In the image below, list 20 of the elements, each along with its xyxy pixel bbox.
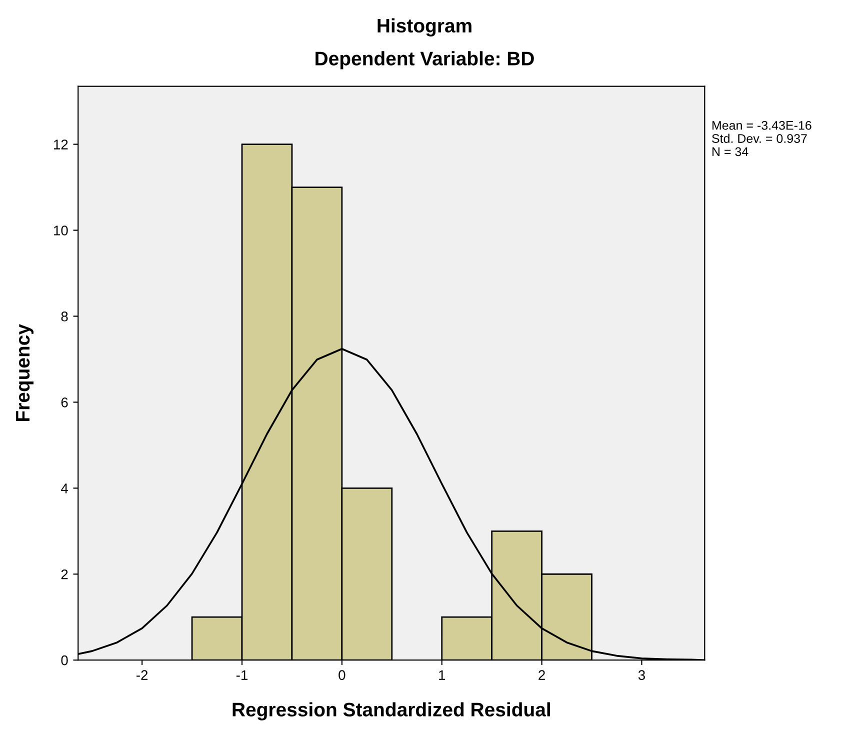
y-tick-label: 0 — [61, 655, 68, 666]
text: Std. Dev. = 0.937 — [712, 134, 807, 143]
y-tick-label: 2 — [61, 569, 68, 580]
chart-title: Histogram — [378, 18, 472, 36]
y-tick-label: 4 — [60, 484, 68, 494]
x-tick-label: -1 — [236, 670, 248, 680]
x-axis-title: Regression Standardized Residual — [232, 702, 550, 720]
y-tick-label: 12 — [54, 140, 68, 150]
y-tick-label: 8 — [61, 312, 68, 322]
chart-subtitle: Dependent Variable: BD — [316, 51, 534, 70]
x-tick-label: 3 — [638, 670, 645, 680]
x-tick-label: 1 — [439, 670, 446, 680]
text: N = 34 — [712, 147, 748, 156]
x-tick-label: 0 — [338, 670, 346, 680]
x-tick-label: 2 — [538, 670, 545, 680]
x-tick-label: -2 — [136, 670, 148, 680]
y-tick-label: 6 — [61, 398, 68, 408]
text: Mean = -3.43E-16 — [712, 120, 812, 130]
y-tick-label: 10 — [54, 226, 68, 236]
y-axis-title: Frequency — [16, 324, 34, 422]
